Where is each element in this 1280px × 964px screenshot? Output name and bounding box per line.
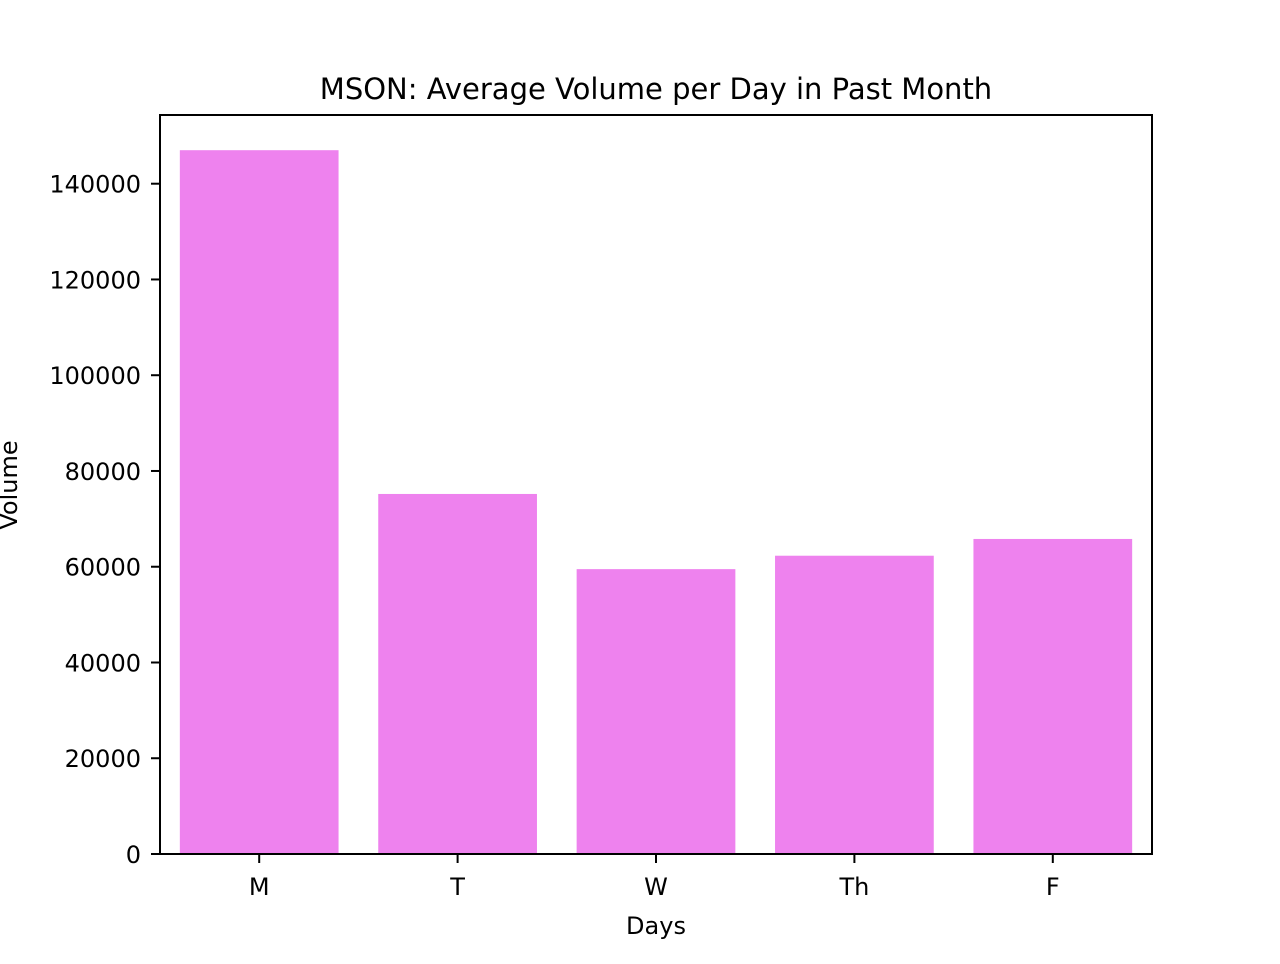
chart-title: MSON: Average Volume per Day in Past Mon… (320, 72, 992, 106)
x-axis: M T W Th F (249, 854, 1060, 901)
y-tick-label: 0 (126, 841, 141, 869)
bars-group (179, 150, 1133, 854)
y-tick-label: 60000 (65, 554, 141, 582)
x-axis-label: Days (626, 912, 686, 940)
x-tick-label: W (644, 873, 668, 901)
bar-f (973, 538, 1133, 854)
y-tick-label: 100000 (49, 362, 141, 390)
y-axis: 0 20000 40000 60000 80000 100000 120000 140000 (49, 171, 160, 869)
y-tick-label: 120000 (49, 266, 141, 294)
x-tick-label: F (1046, 873, 1060, 901)
bar-m (179, 150, 339, 854)
bar-t (378, 493, 537, 854)
bar-th (775, 555, 934, 854)
y-tick-label: 20000 (65, 745, 141, 773)
x-tick-label: Th (838, 873, 869, 901)
y-tick-label: 140000 (49, 171, 141, 199)
y-tick-label: 80000 (65, 458, 141, 486)
y-axis-label: Volume (0, 440, 23, 529)
y-tick-label: 40000 (65, 649, 141, 677)
bar-w (576, 569, 736, 854)
x-tick-label: T (449, 873, 465, 901)
x-tick-label: M (249, 873, 270, 901)
